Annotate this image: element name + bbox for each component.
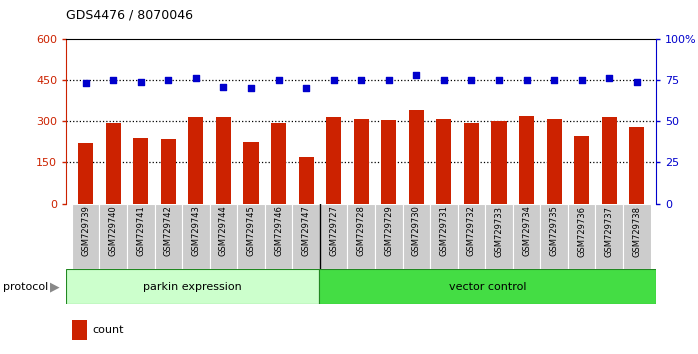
Text: GSM729732: GSM729732 xyxy=(467,206,476,256)
Point xyxy=(218,84,229,90)
Text: GSM729733: GSM729733 xyxy=(494,206,503,257)
Text: GSM729739: GSM729739 xyxy=(81,206,90,256)
Bar xyxy=(464,122,479,204)
Bar xyxy=(72,204,99,269)
Bar xyxy=(154,204,182,269)
Bar xyxy=(430,204,458,269)
Point xyxy=(107,77,119,83)
Text: GSM729745: GSM729745 xyxy=(246,206,255,256)
Point xyxy=(631,79,642,85)
Bar xyxy=(436,119,452,204)
Text: protocol: protocol xyxy=(3,282,49,292)
Bar xyxy=(105,122,121,204)
Point xyxy=(273,77,284,83)
Bar xyxy=(595,204,623,269)
Bar xyxy=(326,117,341,204)
Text: GSM729744: GSM729744 xyxy=(219,206,228,256)
Point xyxy=(521,77,532,83)
Bar xyxy=(602,117,617,204)
Bar xyxy=(319,269,656,304)
Point xyxy=(493,77,505,83)
Bar xyxy=(244,142,258,204)
Bar xyxy=(381,120,396,204)
Text: GSM729735: GSM729735 xyxy=(549,206,558,256)
Text: GSM729734: GSM729734 xyxy=(522,206,531,256)
Bar xyxy=(623,204,651,269)
Point xyxy=(576,77,587,83)
Point xyxy=(549,77,560,83)
Text: GSM729736: GSM729736 xyxy=(577,206,586,257)
Text: GSM729743: GSM729743 xyxy=(191,206,200,256)
Text: GSM729747: GSM729747 xyxy=(302,206,311,256)
Text: GSM729740: GSM729740 xyxy=(109,206,118,256)
Bar xyxy=(574,136,589,204)
Text: count: count xyxy=(93,325,124,335)
Text: ▶: ▶ xyxy=(50,280,60,293)
Bar xyxy=(72,320,87,340)
Point xyxy=(135,79,147,85)
Text: GSM729741: GSM729741 xyxy=(136,206,145,256)
Text: parkin expression: parkin expression xyxy=(143,282,242,292)
Bar xyxy=(348,204,375,269)
Bar xyxy=(66,269,319,304)
Bar xyxy=(265,204,292,269)
Point xyxy=(466,77,477,83)
Bar xyxy=(513,204,540,269)
Point xyxy=(383,77,394,83)
Bar xyxy=(403,204,430,269)
Text: GSM729731: GSM729731 xyxy=(440,206,448,256)
Bar xyxy=(209,204,237,269)
Text: GSM729727: GSM729727 xyxy=(329,206,338,256)
Text: GDS4476 / 8070046: GDS4476 / 8070046 xyxy=(66,9,193,22)
Point xyxy=(328,77,339,83)
Text: GSM729737: GSM729737 xyxy=(604,206,614,257)
Bar xyxy=(78,143,93,204)
Bar xyxy=(188,117,203,204)
Text: GSM729730: GSM729730 xyxy=(412,206,421,256)
Bar xyxy=(354,119,369,204)
Text: vector control: vector control xyxy=(449,282,526,292)
Point xyxy=(410,72,422,78)
Bar xyxy=(216,117,231,204)
Bar xyxy=(458,204,485,269)
Bar xyxy=(485,204,513,269)
Point xyxy=(191,76,202,81)
Bar xyxy=(375,204,403,269)
Point xyxy=(246,85,257,91)
Bar xyxy=(409,110,424,204)
Bar xyxy=(99,204,127,269)
Text: GSM729742: GSM729742 xyxy=(164,206,173,256)
Bar xyxy=(182,204,209,269)
Point xyxy=(438,77,450,83)
Bar xyxy=(568,204,595,269)
Point xyxy=(604,76,615,81)
Text: GSM729738: GSM729738 xyxy=(632,206,641,257)
Bar xyxy=(161,139,176,204)
Text: GSM729728: GSM729728 xyxy=(357,206,366,256)
Bar xyxy=(540,204,568,269)
Bar xyxy=(133,138,148,204)
Point xyxy=(80,81,91,86)
Bar xyxy=(237,204,265,269)
Point xyxy=(356,77,367,83)
Bar xyxy=(630,127,644,204)
Text: GSM729746: GSM729746 xyxy=(274,206,283,256)
Bar xyxy=(292,204,320,269)
Bar xyxy=(127,204,154,269)
Bar xyxy=(271,122,286,204)
Bar xyxy=(519,116,534,204)
Bar xyxy=(491,121,507,204)
Point xyxy=(163,77,174,83)
Point xyxy=(301,85,312,91)
Text: GSM729729: GSM729729 xyxy=(385,206,393,256)
Bar xyxy=(299,157,313,204)
Bar xyxy=(547,119,562,204)
Bar xyxy=(320,204,348,269)
